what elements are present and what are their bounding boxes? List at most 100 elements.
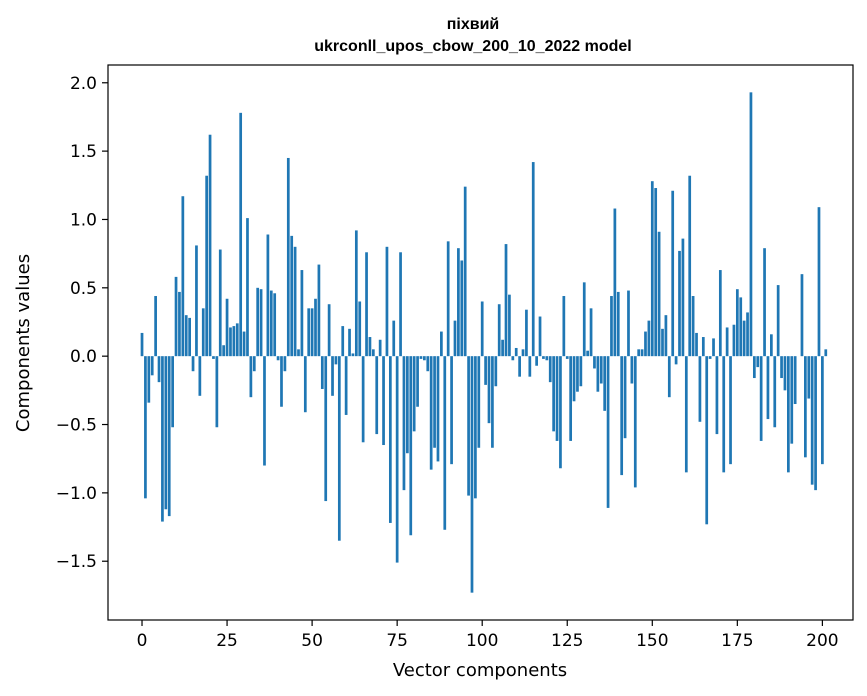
bar — [283, 356, 287, 372]
bar — [701, 337, 705, 357]
bar — [664, 315, 668, 357]
bar — [821, 356, 824, 465]
bar — [392, 320, 396, 357]
bar — [303, 356, 307, 413]
y-tick-label: 0.5 — [70, 279, 97, 299]
bar — [552, 356, 555, 432]
bar — [804, 356, 807, 458]
x-tick-label: 75 — [386, 631, 408, 651]
bar — [787, 356, 790, 473]
bar — [280, 356, 283, 407]
bar — [691, 296, 695, 357]
bar — [695, 332, 698, 357]
bar — [548, 356, 552, 383]
bar — [752, 356, 756, 379]
bar — [147, 356, 151, 403]
y-tick-label: 2.0 — [70, 74, 97, 94]
bar — [725, 327, 729, 357]
bar — [732, 324, 736, 357]
bar — [157, 356, 161, 383]
bar — [545, 356, 549, 361]
bar — [198, 356, 202, 396]
x-axis-ticks: 0 25 50 75 100 125 150 175 200 — [137, 620, 839, 651]
bar — [218, 249, 222, 357]
bar — [154, 296, 157, 357]
bar — [232, 326, 236, 357]
bar — [708, 356, 712, 359]
bar — [508, 294, 511, 357]
bar — [589, 308, 593, 357]
bar — [371, 349, 375, 357]
bar — [310, 308, 314, 357]
bar — [290, 235, 294, 357]
bar — [337, 356, 341, 541]
bar — [344, 356, 348, 415]
bar — [667, 356, 671, 398]
bar — [402, 356, 406, 491]
bar — [385, 246, 389, 357]
x-axis-label: Vector components — [393, 660, 567, 681]
bar — [460, 260, 464, 357]
bar — [354, 230, 358, 357]
bar — [576, 356, 579, 392]
bar — [266, 234, 270, 357]
bar — [661, 328, 664, 357]
bar — [273, 293, 277, 357]
bar — [746, 312, 749, 357]
bar — [565, 356, 569, 359]
bar — [446, 241, 450, 357]
bar — [729, 356, 732, 465]
bar — [742, 320, 746, 357]
bar — [491, 356, 494, 448]
bar — [766, 356, 770, 420]
y-tick-label: −1.5 — [56, 552, 97, 572]
x-tick-label: 175 — [721, 631, 753, 651]
bar — [793, 356, 797, 405]
bar — [712, 338, 715, 357]
bar — [205, 175, 209, 357]
bar — [613, 208, 617, 357]
bar — [538, 316, 542, 357]
bar — [514, 347, 518, 357]
bar — [684, 356, 688, 473]
bar — [599, 356, 603, 384]
bar — [674, 356, 678, 365]
bar — [450, 356, 453, 465]
bar — [790, 356, 794, 444]
bar — [640, 349, 644, 357]
bar — [718, 270, 722, 357]
bar — [776, 285, 780, 357]
x-tick-label: 25 — [216, 631, 238, 651]
bar — [331, 356, 334, 396]
bar — [276, 356, 280, 361]
bar — [429, 356, 433, 470]
bar — [256, 287, 260, 357]
bar — [457, 248, 460, 357]
bar — [518, 356, 521, 377]
bar — [436, 356, 440, 462]
bar — [494, 356, 498, 387]
bar — [286, 157, 290, 357]
bar — [388, 356, 392, 523]
x-tick-label: 50 — [301, 631, 323, 651]
bar — [650, 181, 654, 357]
bar — [423, 356, 426, 361]
bar — [579, 356, 583, 387]
bar — [569, 356, 573, 441]
bar — [623, 356, 627, 439]
bar — [616, 291, 620, 357]
bar — [501, 339, 504, 357]
bar — [654, 188, 658, 357]
bar — [412, 356, 416, 432]
bar — [759, 356, 763, 441]
bar — [535, 356, 538, 366]
bar — [773, 356, 777, 428]
plot-area-frame — [107, 64, 854, 621]
bar — [800, 274, 804, 357]
bar — [647, 320, 651, 357]
bar — [181, 196, 185, 357]
bar — [477, 356, 481, 448]
bar — [195, 245, 198, 357]
bar — [171, 356, 174, 428]
